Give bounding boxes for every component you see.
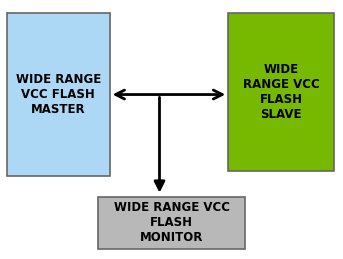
FancyBboxPatch shape <box>98 197 245 249</box>
FancyBboxPatch shape <box>228 13 334 171</box>
FancyBboxPatch shape <box>7 13 110 176</box>
Text: WIDE RANGE
VCC FLASH
MASTER: WIDE RANGE VCC FLASH MASTER <box>16 73 101 116</box>
Text: WIDE
RANGE VCC
FLASH
SLAVE: WIDE RANGE VCC FLASH SLAVE <box>243 63 320 121</box>
Text: WIDE RANGE VCC
FLASH
MONITOR: WIDE RANGE VCC FLASH MONITOR <box>114 201 229 244</box>
